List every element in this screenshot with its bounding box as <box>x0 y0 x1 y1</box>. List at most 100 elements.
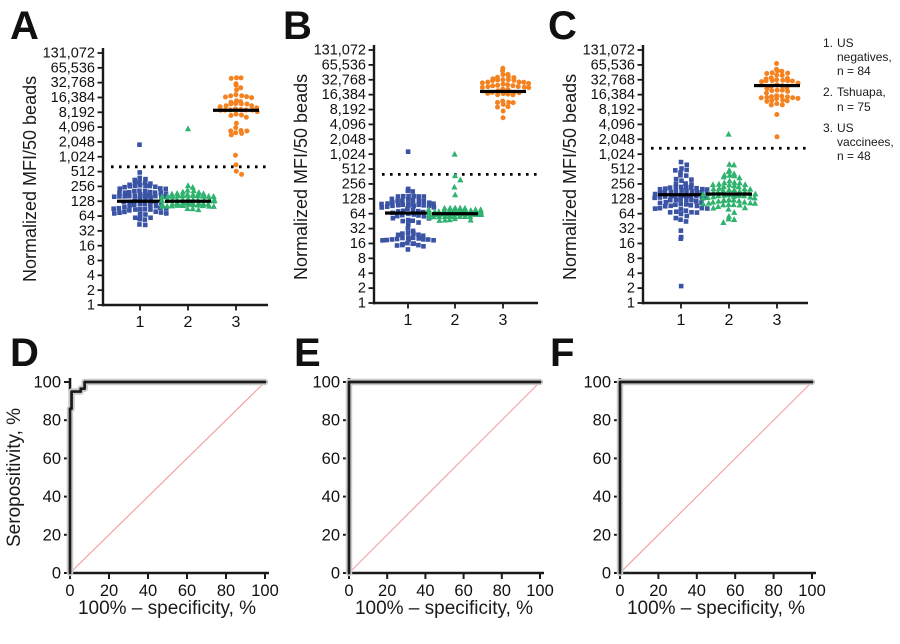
panel-b-ylabel: Normalized MFI/50 beads <box>291 73 311 280</box>
svg-text:256: 256 <box>71 179 95 195</box>
panel-a-letter: A <box>10 4 39 48</box>
panel-A-group-2-median-line <box>165 199 211 203</box>
panel-C-group-1-points <box>652 159 710 289</box>
svg-text:32,768: 32,768 <box>51 75 95 91</box>
panel-B-group-2-median-line <box>432 212 478 216</box>
panel-f-xlabel: 100% – specificity, % <box>626 598 806 619</box>
svg-text:512: 512 <box>342 162 366 178</box>
svg-text:40: 40 <box>416 582 434 600</box>
svg-text:8,192: 8,192 <box>599 102 635 118</box>
svg-text:100: 100 <box>583 374 611 392</box>
svg-text:2,048: 2,048 <box>59 135 95 151</box>
svg-text:64: 64 <box>350 206 366 222</box>
panel-A-plot: 131,07265,53632,76816,3848,1924,0962,048… <box>43 46 268 331</box>
svg-text:4: 4 <box>87 268 95 284</box>
svg-text:4,096: 4,096 <box>59 120 95 136</box>
svg-text:1: 1 <box>627 296 635 312</box>
panel-c-ylabel: Normalized MFI/50 beads <box>560 73 580 280</box>
svg-text:20: 20 <box>100 582 118 600</box>
svg-text:3: 3 <box>499 312 508 329</box>
panel-B-y-ticks: 131,07265,53632,76816,3848,1924,0962,048… <box>314 43 374 312</box>
svg-text:1: 1 <box>404 312 413 329</box>
panel-D-ticks: 0 20 40 60 80 100 0 20 40 60 80 100 <box>33 374 278 601</box>
panel-E-chance-diagonal <box>348 381 541 574</box>
panel-C-x-ticks: 1 2 3 <box>677 303 782 329</box>
svg-text:4,096: 4,096 <box>330 117 366 133</box>
svg-text:2: 2 <box>87 283 95 299</box>
svg-text:0: 0 <box>615 582 624 600</box>
svg-text:1,024: 1,024 <box>330 147 366 163</box>
svg-text:32: 32 <box>79 223 95 239</box>
svg-text:2: 2 <box>451 312 460 329</box>
svg-text:131,072: 131,072 <box>583 43 635 59</box>
svg-text:8: 8 <box>627 251 635 267</box>
legend-number: 2. <box>823 85 834 100</box>
svg-text:40: 40 <box>593 488 611 506</box>
svg-text:80: 80 <box>764 582 782 600</box>
svg-text:128: 128 <box>342 191 366 207</box>
panel-E-plot: 0 20 40 60 80 100 0 20 40 60 80 100 <box>312 374 553 601</box>
svg-text:3: 3 <box>773 312 782 329</box>
panel-C-group-2-points <box>699 130 759 225</box>
panel-F-plot: 0 20 40 60 80 100 0 20 40 60 80 100 <box>583 374 825 601</box>
svg-text:80: 80 <box>593 412 611 430</box>
panel-B-group-1-points <box>379 149 437 252</box>
panel-c-letter: C <box>548 4 577 48</box>
panel-b-letter: B <box>283 4 312 48</box>
svg-text:1: 1 <box>358 296 366 312</box>
svg-text:4,096: 4,096 <box>599 117 635 133</box>
panel-C-axes <box>641 45 808 305</box>
panel-F-chance-diagonal <box>619 381 813 574</box>
panel-e-xlabel: 100% – specificity, % <box>354 598 534 619</box>
panel-A-axes <box>101 48 268 307</box>
svg-text:40: 40 <box>43 488 61 506</box>
svg-text:2: 2 <box>184 314 193 331</box>
group-legend: 1. US negatives, n = 84 2. Tshuapa, n = … <box>823 36 900 170</box>
svg-text:80: 80 <box>322 412 340 430</box>
svg-text:8: 8 <box>358 251 366 267</box>
svg-text:2: 2 <box>627 281 635 297</box>
panel-C-y-ticks: 131,07265,53632,76816,3848,1924,0962,048… <box>583 43 643 312</box>
svg-text:1: 1 <box>87 298 95 314</box>
svg-text:80: 80 <box>493 582 511 600</box>
svg-text:16: 16 <box>350 236 366 252</box>
svg-text:16,384: 16,384 <box>591 87 635 103</box>
legend-label: US negatives, <box>837 36 892 65</box>
svg-text:60: 60 <box>454 582 472 600</box>
svg-text:65,536: 65,536 <box>51 60 95 76</box>
legend-label: Tshuapa, <box>837 85 886 100</box>
svg-text:4: 4 <box>358 266 366 282</box>
svg-text:80: 80 <box>217 582 235 600</box>
panel-C-plot: 131,07265,53632,76816,3848,1924,0962,048… <box>583 43 808 329</box>
svg-text:1: 1 <box>136 314 145 331</box>
svg-text:20: 20 <box>378 582 396 600</box>
svg-text:1: 1 <box>677 312 686 329</box>
panel-A-group-3-median-line <box>213 108 259 112</box>
panel-A-y-ticks: 131,07265,53632,76816,3848,1924,0962,048… <box>43 46 103 314</box>
svg-text:40: 40 <box>322 488 340 506</box>
svg-text:60: 60 <box>593 450 611 468</box>
svg-text:131,072: 131,072 <box>314 43 366 59</box>
panel-E-roc-curve <box>347 380 542 575</box>
legend-item-us-negatives: 1. US negatives, n = 84 <box>823 36 900 78</box>
panel-D-chance-diagonal <box>69 381 266 574</box>
panel-B-group-1-median-line <box>385 211 431 215</box>
svg-text:16: 16 <box>79 238 95 254</box>
svg-text:100: 100 <box>251 582 279 600</box>
panel-C-group-1-median-line <box>658 193 704 197</box>
panel-A-group-2-points <box>158 125 218 213</box>
svg-text:0: 0 <box>52 565 61 583</box>
svg-text:1,024: 1,024 <box>59 149 95 165</box>
panel-D-roc-curve <box>68 380 267 575</box>
panel-B-plot: 131,07265,53632,76816,3848,1924,0962,048… <box>314 43 538 329</box>
svg-text:20: 20 <box>649 582 667 600</box>
svg-text:512: 512 <box>611 162 635 178</box>
panel-d-xlabel: 100% – specificity, % <box>77 598 257 619</box>
panel-A-x-ticks: 1 2 3 <box>136 305 241 331</box>
panel-e-letter: E <box>294 331 321 375</box>
svg-text:0: 0 <box>344 582 353 600</box>
svg-text:32,768: 32,768 <box>322 72 366 88</box>
svg-text:16,384: 16,384 <box>322 87 366 103</box>
